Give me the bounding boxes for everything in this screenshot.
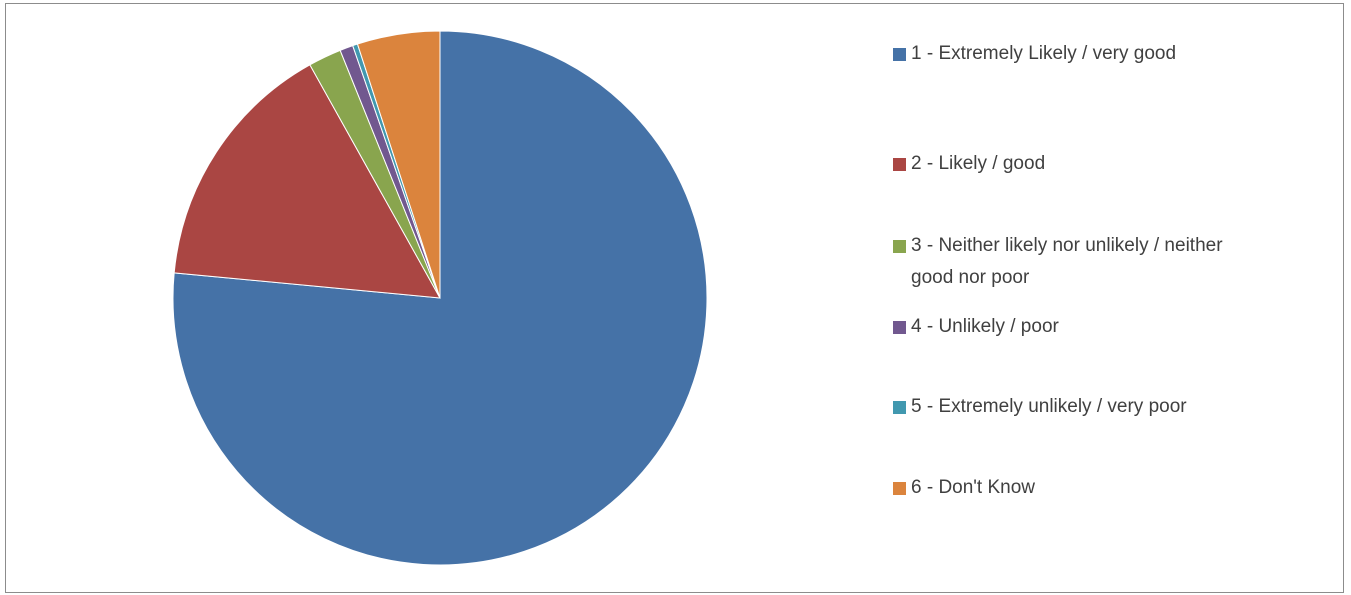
legend-label: 6 - Don't Know [911, 477, 1036, 498]
legend-swatch [893, 48, 906, 61]
legend-swatch [893, 401, 906, 414]
legend-swatch [893, 321, 906, 334]
pie-chart [172, 30, 708, 566]
legend-swatch [893, 158, 906, 171]
legend-item: 4 - Unlikely / poor [893, 311, 1333, 343]
legend-swatch [893, 240, 906, 253]
legend-item: 1 - Extremely Likely / very good [893, 38, 1333, 70]
legend-label: 5 - Extremely unlikely / very poor [911, 396, 1187, 417]
legend-item: 2 - Likely / good [893, 148, 1333, 180]
pie-slice [172, 30, 708, 566]
pie-slice [173, 64, 441, 299]
legend-label: 1 - Extremely Likely / very good [911, 43, 1177, 64]
pie-slice [356, 30, 441, 299]
legend-label: 3 - Neither likely nor unlikely / neithe… [911, 235, 1223, 288]
legend-label: 4 - Unlikely / poor [911, 316, 1059, 337]
legend-swatch [893, 482, 906, 495]
legend-label: 2 - Likely / good [911, 153, 1046, 174]
legend-item: 5 - Extremely unlikely / very poor [893, 391, 1333, 423]
legend-item: 3 - Neither likely nor unlikely / neithe… [893, 230, 1333, 294]
chart-frame: 1 - Extremely Likely / very good 2 - Lik… [5, 3, 1344, 593]
legend-item: 6 - Don't Know [893, 472, 1333, 504]
